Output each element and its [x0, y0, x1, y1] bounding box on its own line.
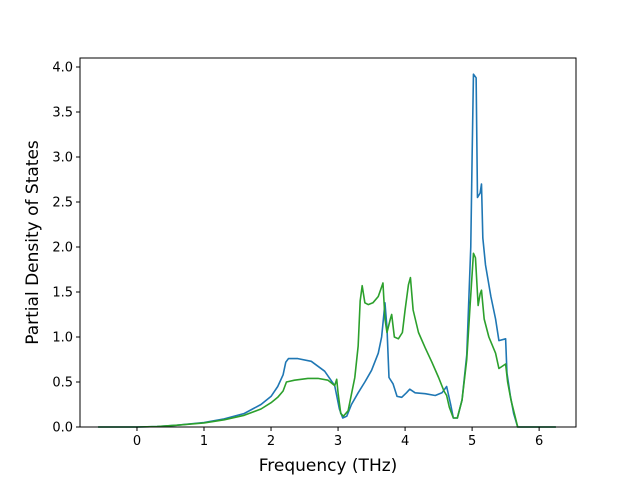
series-line-2	[98, 252, 556, 428]
x-tick-label: 0	[133, 434, 141, 449]
y-tick-label: 2.5	[52, 196, 73, 211]
x-tick-label: 6	[535, 434, 543, 449]
x-tick-label: 2	[267, 434, 275, 449]
y-tick-label: 0.5	[52, 376, 73, 391]
series-line-1	[98, 73, 556, 428]
x-axis-label: Frequency (THz)	[259, 456, 398, 476]
x-tick-label: 3	[334, 434, 342, 449]
y-tick-label: 3.0	[52, 151, 73, 166]
y-tick-label: 1.0	[52, 331, 73, 346]
x-tick-label: 5	[468, 434, 476, 449]
y-tick-label: 1.5	[52, 286, 73, 301]
series-lines	[98, 73, 556, 428]
y-tick-label: 2.0	[52, 241, 73, 256]
x-tick-label: 1	[200, 434, 208, 449]
y-tick-label: 0.0	[52, 421, 73, 436]
y-tick-label: 3.5	[52, 106, 73, 121]
y-ticks: 0.0 0.5 1.0 1.5 2.0 2.5 3.0 3.5 4.0	[52, 61, 80, 436]
y-axis-label: Partial Density of States	[23, 140, 43, 345]
x-tick-label: 4	[401, 434, 409, 449]
y-tick-label: 4.0	[52, 61, 73, 76]
axes-frame	[79, 57, 577, 428]
x-ticks: 0 1 2 3 4 5 6	[133, 427, 543, 449]
